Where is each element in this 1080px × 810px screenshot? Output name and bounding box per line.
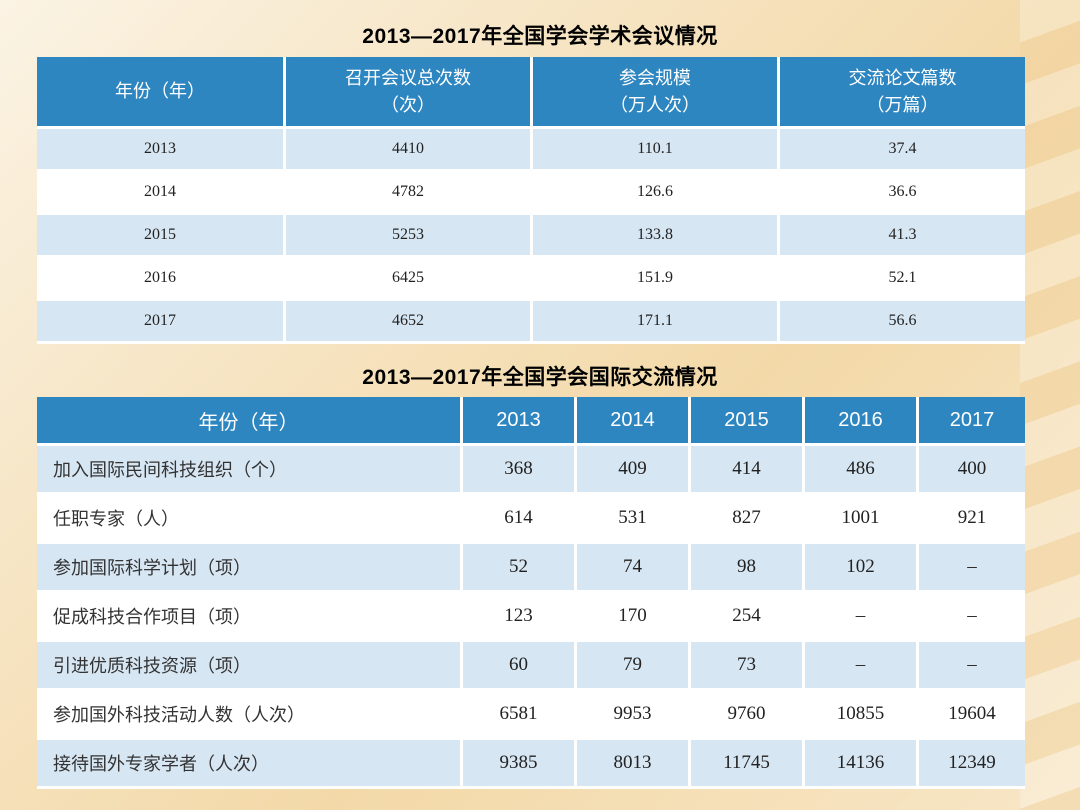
cell-value: 110.1 [533, 129, 780, 172]
table-row: 2016 6425 151.9 52.1 [37, 258, 1025, 301]
row-label: 参加国际科学计划（项） [37, 544, 463, 593]
cell-value: – [919, 642, 1025, 691]
cell-value: 9385 [463, 740, 577, 789]
cell-value: 368 [463, 446, 577, 495]
row-label: 加入国际民间科技组织（个） [37, 446, 463, 495]
cell-value: 60 [463, 642, 577, 691]
cell-year: 2014 [37, 172, 286, 215]
cell-value: 4410 [286, 129, 533, 172]
cell-value: 4652 [286, 301, 533, 344]
cell-value: 52 [463, 544, 577, 593]
cell-value: 8013 [577, 740, 691, 789]
cell-value: 12349 [919, 740, 1025, 789]
table-row: 2013 4410 110.1 37.4 [37, 129, 1025, 172]
header-2017: 2017 [919, 397, 1025, 446]
cell-value: 170 [577, 593, 691, 642]
cell-value: 921 [919, 495, 1025, 544]
cell-value: 10855 [805, 691, 919, 740]
header-attendance: 参会规模 （万人次） [533, 57, 780, 129]
cell-value: – [919, 544, 1025, 593]
cell-value: 4782 [286, 172, 533, 215]
cell-value: 74 [577, 544, 691, 593]
cell-value: 79 [577, 642, 691, 691]
cell-value: 6425 [286, 258, 533, 301]
cell-value: 827 [691, 495, 805, 544]
cell-value: 1001 [805, 495, 919, 544]
header-papers: 交流论文篇数 （万篇） [780, 57, 1025, 129]
cell-value: 19604 [919, 691, 1025, 740]
cell-value: 14136 [805, 740, 919, 789]
cell-value: 11745 [691, 740, 805, 789]
cell-value: 414 [691, 446, 805, 495]
header-2013: 2013 [463, 397, 577, 446]
cell-value: – [805, 593, 919, 642]
cell-value: 73 [691, 642, 805, 691]
cell-value: 400 [919, 446, 1025, 495]
table-row: 加入国际民间科技组织（个） 368 409 414 486 400 [37, 446, 1025, 495]
table-header-row: 年份（年） 召开会议总次数 （次） 参会规模 （万人次） 交流论文篇数 （万篇） [37, 57, 1025, 129]
cell-year: 2013 [37, 129, 286, 172]
cell-value: 123 [463, 593, 577, 642]
cell-value: 5253 [286, 215, 533, 258]
cell-value: 171.1 [533, 301, 780, 344]
header-year: 年份（年） [37, 57, 286, 129]
row-label: 促成科技合作项目（项） [37, 593, 463, 642]
cell-value: 41.3 [780, 215, 1025, 258]
cell-value: 126.6 [533, 172, 780, 215]
cell-value: 52.1 [780, 258, 1025, 301]
cell-year: 2015 [37, 215, 286, 258]
cell-value: 531 [577, 495, 691, 544]
row-label: 接待国外专家学者（人次） [37, 740, 463, 789]
table-row: 参加国际科学计划（项） 52 74 98 102 – [37, 544, 1025, 593]
cell-year: 2016 [37, 258, 286, 301]
cell-value: 133.8 [533, 215, 780, 258]
cell-value: 37.4 [780, 129, 1025, 172]
table2-title: 2013—2017年全国学会国际交流情况 [362, 366, 718, 389]
cell-value: 409 [577, 446, 691, 495]
cell-value: 56.6 [780, 301, 1025, 344]
header-meeting-count: 召开会议总次数 （次） [286, 57, 533, 129]
header-2016: 2016 [805, 397, 919, 446]
table-row: 2014 4782 126.6 36.6 [37, 172, 1025, 215]
cell-value: 36.6 [780, 172, 1025, 215]
background-stripes [1020, 0, 1080, 810]
cell-value: 98 [691, 544, 805, 593]
cell-value: – [919, 593, 1025, 642]
table-row: 参加国外科技活动人数（人次） 6581 9953 9760 10855 1960… [37, 691, 1025, 740]
table-row: 促成科技合作项目（项） 123 170 254 – – [37, 593, 1025, 642]
cell-value: 9953 [577, 691, 691, 740]
academic-conference-table: 年份（年） 召开会议总次数 （次） 参会规模 （万人次） 交流论文篇数 （万篇） 20… [37, 57, 1025, 344]
table-row: 2015 5253 133.8 41.3 [37, 215, 1025, 258]
row-label: 引进优质科技资源（项） [37, 642, 463, 691]
table-header-row: 年份（年） 2013 2014 2015 2016 2017 [37, 397, 1025, 446]
cell-value: 254 [691, 593, 805, 642]
table-row: 引进优质科技资源（项） 60 79 73 – – [37, 642, 1025, 691]
cell-value: – [805, 642, 919, 691]
row-label: 任职专家（人） [37, 495, 463, 544]
row-label: 参加国外科技活动人数（人次） [37, 691, 463, 740]
international-exchange-table: 年份（年） 2013 2014 2015 2016 2017 加入国际民间科技组… [37, 397, 1025, 789]
table-row: 2017 4652 171.1 56.6 [37, 301, 1025, 344]
header-year: 年份（年） [37, 397, 463, 446]
cell-value: 9760 [691, 691, 805, 740]
header-2015: 2015 [691, 397, 805, 446]
table1-title: 2013—2017年全国学会学术会议情况 [362, 25, 718, 48]
table-row: 接待国外专家学者（人次） 9385 8013 11745 14136 12349 [37, 740, 1025, 789]
cell-value: 102 [805, 544, 919, 593]
cell-value: 614 [463, 495, 577, 544]
cell-value: 151.9 [533, 258, 780, 301]
cell-value: 486 [805, 446, 919, 495]
cell-year: 2017 [37, 301, 286, 344]
header-2014: 2014 [577, 397, 691, 446]
cell-value: 6581 [463, 691, 577, 740]
table-row: 任职专家（人） 614 531 827 1001 921 [37, 495, 1025, 544]
